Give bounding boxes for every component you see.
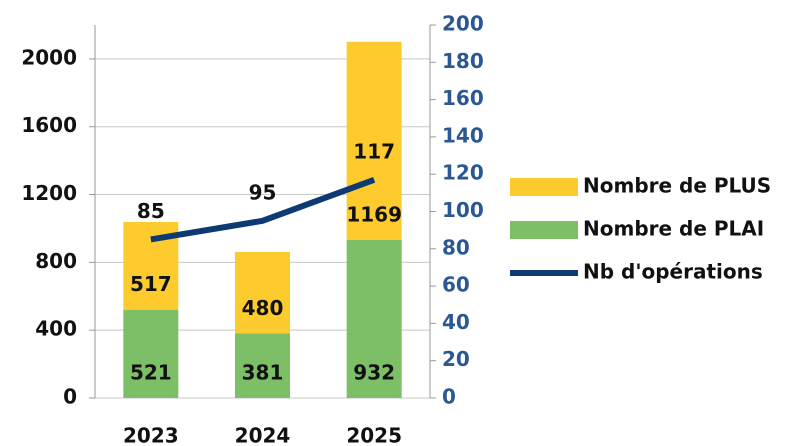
data-label: 95 — [249, 180, 277, 204]
y2-tick-label: 40 — [442, 310, 470, 334]
y2-tick-label: 160 — [442, 86, 484, 110]
bar-segment — [346, 41, 402, 240]
legend-swatch — [510, 221, 578, 239]
y-tick-label: 2000 — [21, 45, 77, 69]
data-label: 932 — [353, 361, 395, 385]
line — [150, 176, 376, 243]
y2-tick-label: 0 — [442, 385, 456, 409]
y2-tick-label: 200 — [442, 12, 484, 36]
y2-tick-label: 20 — [442, 347, 470, 371]
x-tick-label: 2025 — [346, 424, 402, 446]
data-label: 85 — [137, 199, 165, 223]
data-label: 381 — [242, 361, 284, 385]
y2-tick-label: 80 — [442, 235, 470, 259]
data-label: 1169 — [346, 202, 402, 226]
legend-swatch — [510, 178, 578, 196]
y-tick-label: 1200 — [21, 181, 77, 205]
y2-tick-label: 140 — [442, 123, 484, 147]
bar-segment — [123, 309, 179, 398]
y2-tick-label: 180 — [442, 49, 484, 73]
y2-tick-label: 120 — [442, 161, 484, 185]
x-tick-label: 2023 — [123, 424, 179, 446]
bar-segment — [235, 333, 290, 398]
legend-label: Nombre de PLAI — [583, 217, 764, 241]
y-tick-label: 800 — [35, 249, 77, 273]
y-tick-label: 400 — [35, 317, 77, 341]
legend-label: Nombre de PLUS — [583, 174, 771, 198]
bar-segment — [235, 252, 290, 334]
data-label: 117 — [353, 139, 395, 163]
bar-segment — [346, 239, 402, 398]
data-label: 480 — [242, 296, 284, 320]
y-tick-label: 0 — [63, 385, 77, 409]
y2-tick-label: 60 — [442, 273, 470, 297]
legend-label: Nb d'opérations — [583, 260, 763, 284]
data-label: 521 — [130, 361, 172, 385]
data-label: 517 — [130, 272, 172, 296]
y2-tick-label: 100 — [442, 198, 484, 222]
y-tick-label: 1600 — [21, 113, 77, 137]
x-tick-label: 2024 — [235, 424, 291, 446]
